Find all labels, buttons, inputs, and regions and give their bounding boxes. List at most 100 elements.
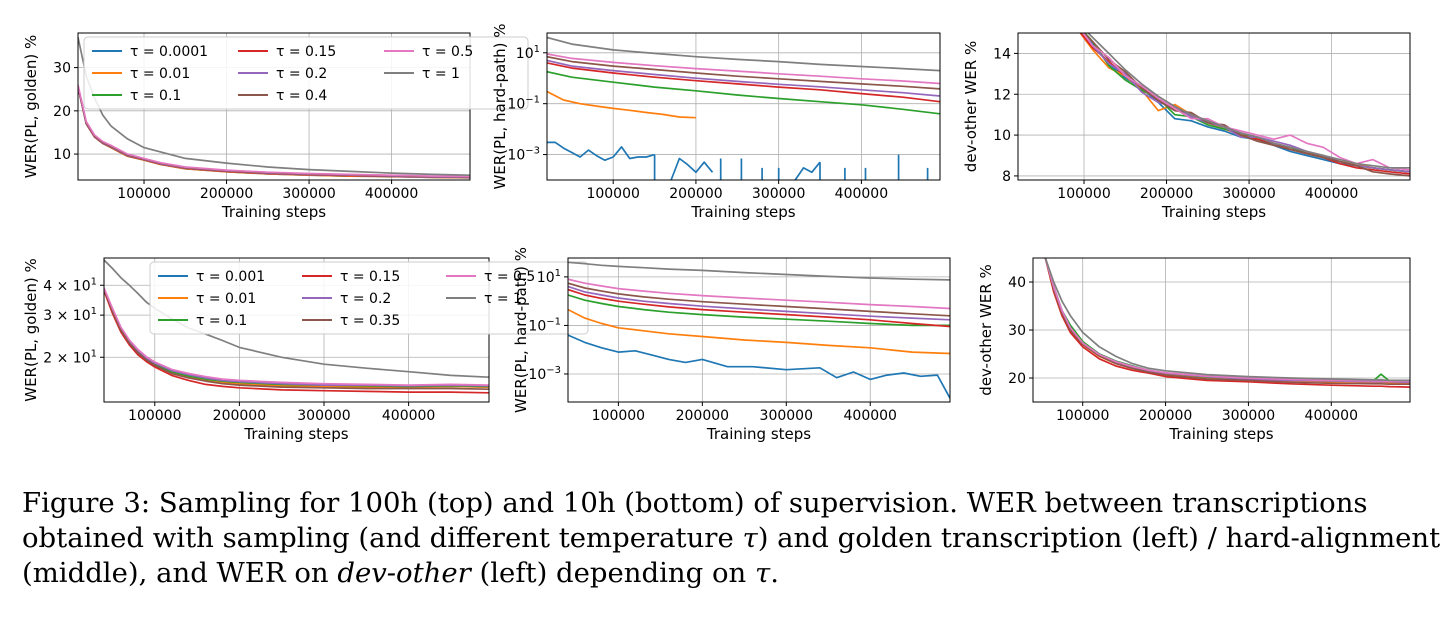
legend: τ = 0.001 τ = 0.01 τ = 0.1 τ = 0.15 τ = 0.2 τ… — [149, 261, 589, 335]
x-tick-label: 300000 — [297, 408, 350, 424]
legend-entry: τ = 0.001 — [196, 269, 265, 285]
series-line-brown — [1082, 33, 1410, 177]
series-line-brown — [568, 282, 950, 317]
chart-panel-bottom-mid: 100000 200000 300000 400000 10−3 10−1 101 Train… — [512, 247, 951, 443]
caption-text-1: Figure 3: Sampling for 100h (top) and 10… — [22, 487, 1368, 519]
series-line-pink — [568, 278, 950, 310]
x-tick-label: 300000 — [282, 186, 335, 202]
y-tick-label: 10−3 — [528, 365, 561, 383]
series-line-green — [1083, 33, 1410, 173]
plot-frame — [546, 32, 941, 181]
x-tick-label: 200000 — [676, 408, 729, 424]
y-tick-label: 8 — [1002, 169, 1011, 185]
legend-entry: τ = 0.15 — [276, 44, 336, 60]
x-tick-label: 300000 — [760, 408, 813, 424]
series-line-brown — [547, 55, 940, 90]
caption-tau-symbol: τ — [742, 522, 758, 554]
chart-panel-top-left: 100000 200000 300000 400000 10 20 30 Training s… — [22, 32, 529, 221]
y-tick-label: 10 — [993, 128, 1011, 144]
x-axis-label: Training steps — [221, 203, 326, 221]
chart-panel-top-mid: 100000 200000 300000 400000 10−3 10−1 101 Train… — [491, 23, 941, 221]
x-tick-label: 400000 — [1305, 408, 1358, 424]
caption-line-1: Figure 3: Sampling for 100h (top) and 10… — [22, 486, 1422, 521]
x-tick-label: 400000 — [382, 408, 435, 424]
series-line-pink — [547, 53, 940, 85]
x-tick-label: 100000 — [592, 408, 645, 424]
series-lines — [1044, 258, 1410, 388]
series-line-orange — [1044, 258, 1410, 384]
x-tick-label: 100000 — [1056, 408, 1109, 424]
x-axis-label: Training steps — [706, 425, 811, 443]
legend-entry: τ = 0.15 — [340, 269, 400, 285]
x-tick-label: 300000 — [1222, 408, 1275, 424]
series-line-brown — [104, 288, 489, 391]
caption-dev-other: dev-other — [337, 557, 471, 589]
x-tick-label: 100000 — [1057, 186, 1110, 202]
series-line-green — [1044, 258, 1410, 383]
x-tick-label: 200000 — [1140, 186, 1193, 202]
series-line-purple — [1082, 33, 1410, 173]
caption-text-3a: (middle), and WER on — [22, 557, 338, 589]
y-axis-label: dev-other WER % — [977, 264, 995, 395]
x-tick-label: 200000 — [213, 408, 266, 424]
figure-panels: 100000 200000 300000 400000 10 20 30 Training s… — [22, 23, 1411, 443]
series-line-red — [568, 288, 950, 328]
x-tick-label: 200000 — [200, 186, 253, 202]
series-line-blue — [1082, 33, 1410, 173]
caption-text-3c: . — [770, 557, 779, 589]
legend-entry: τ = 0.35 — [340, 313, 400, 329]
series-line-purple — [547, 59, 940, 97]
y-tick-label: 30 — [1008, 323, 1026, 339]
chart-panel-bottom-left: 100000 200000 300000 400000 2 × 101 3 × 101 4 … — [22, 257, 589, 443]
series-line-red — [1079, 33, 1410, 175]
x-tick-label: 400000 — [844, 408, 897, 424]
caption-text-2b: ) and golden transcription (left) / hard… — [757, 522, 1440, 554]
y-tick-label: 10−1 — [528, 316, 561, 334]
x-tick-label: 100000 — [586, 186, 639, 202]
x-tick-label: 400000 — [835, 186, 888, 202]
legend-entry: τ = 0.0001 — [130, 44, 208, 60]
y-tick-label: 10−1 — [507, 95, 540, 113]
y-axis-label: WER(PL, golden) % — [22, 258, 40, 402]
y-tick-label: 20 — [53, 104, 71, 120]
figure-caption: Figure 3: Sampling for 100h (top) and 10… — [22, 486, 1440, 591]
series-line-gray — [547, 36, 940, 72]
y-tick-label: 2 × 101 — [43, 348, 97, 366]
legend-entry: τ = 1 — [484, 291, 522, 307]
chart-panel-bottom-right: 100000 200000 300000 400000 20 30 40 Training s… — [977, 257, 1411, 443]
chart-panel-top-right: 100000 200000 300000 400000 8 10 12 14 Training … — [962, 32, 1411, 221]
legend-entry: τ = 0.5 — [422, 44, 473, 60]
y-tick-label: 20 — [1008, 371, 1026, 387]
legend-entry: τ = 0.2 — [340, 291, 391, 307]
y-tick-label: 10−3 — [507, 146, 540, 164]
caption-line-3: (middle), and WER on dev-other (left) de… — [22, 556, 1422, 591]
series-line-blue — [547, 141, 655, 162]
y-tick-label: 3 × 101 — [43, 306, 97, 324]
series-line-pink — [104, 287, 489, 386]
series-line-red — [547, 62, 940, 103]
caption-text-3b: (left) depending on — [470, 557, 755, 589]
series-line-green — [568, 294, 950, 327]
x-tick-label: 300000 — [752, 186, 805, 202]
legend-entry: τ = 0.1 — [196, 313, 247, 329]
caption-tau-symbol-2: τ — [754, 557, 771, 589]
series-line-blue — [568, 334, 950, 399]
series-line-red — [104, 290, 489, 394]
series-lines — [568, 261, 950, 399]
x-tick-label: 300000 — [1222, 186, 1275, 202]
y-tick-label: 40 — [1008, 275, 1026, 291]
series-line-pink — [1044, 258, 1410, 383]
legend-entry: τ = 0.01 — [196, 291, 256, 307]
legend-entry: τ = 0.4 — [276, 88, 327, 104]
plot-frame — [567, 257, 951, 403]
x-axis-label: Training steps — [243, 425, 348, 443]
x-tick-label: 400000 — [365, 186, 418, 202]
series-line-orange — [568, 308, 950, 355]
series-lines — [1079, 33, 1410, 177]
y-tick-label: 30 — [53, 61, 71, 77]
legend-box — [83, 36, 529, 110]
caption-text-2a: obtained with sampling (and different te… — [22, 522, 743, 554]
series-line-purple — [1044, 258, 1410, 384]
x-tick-label: 400000 — [1305, 186, 1358, 202]
x-tick-label: 200000 — [669, 186, 722, 202]
